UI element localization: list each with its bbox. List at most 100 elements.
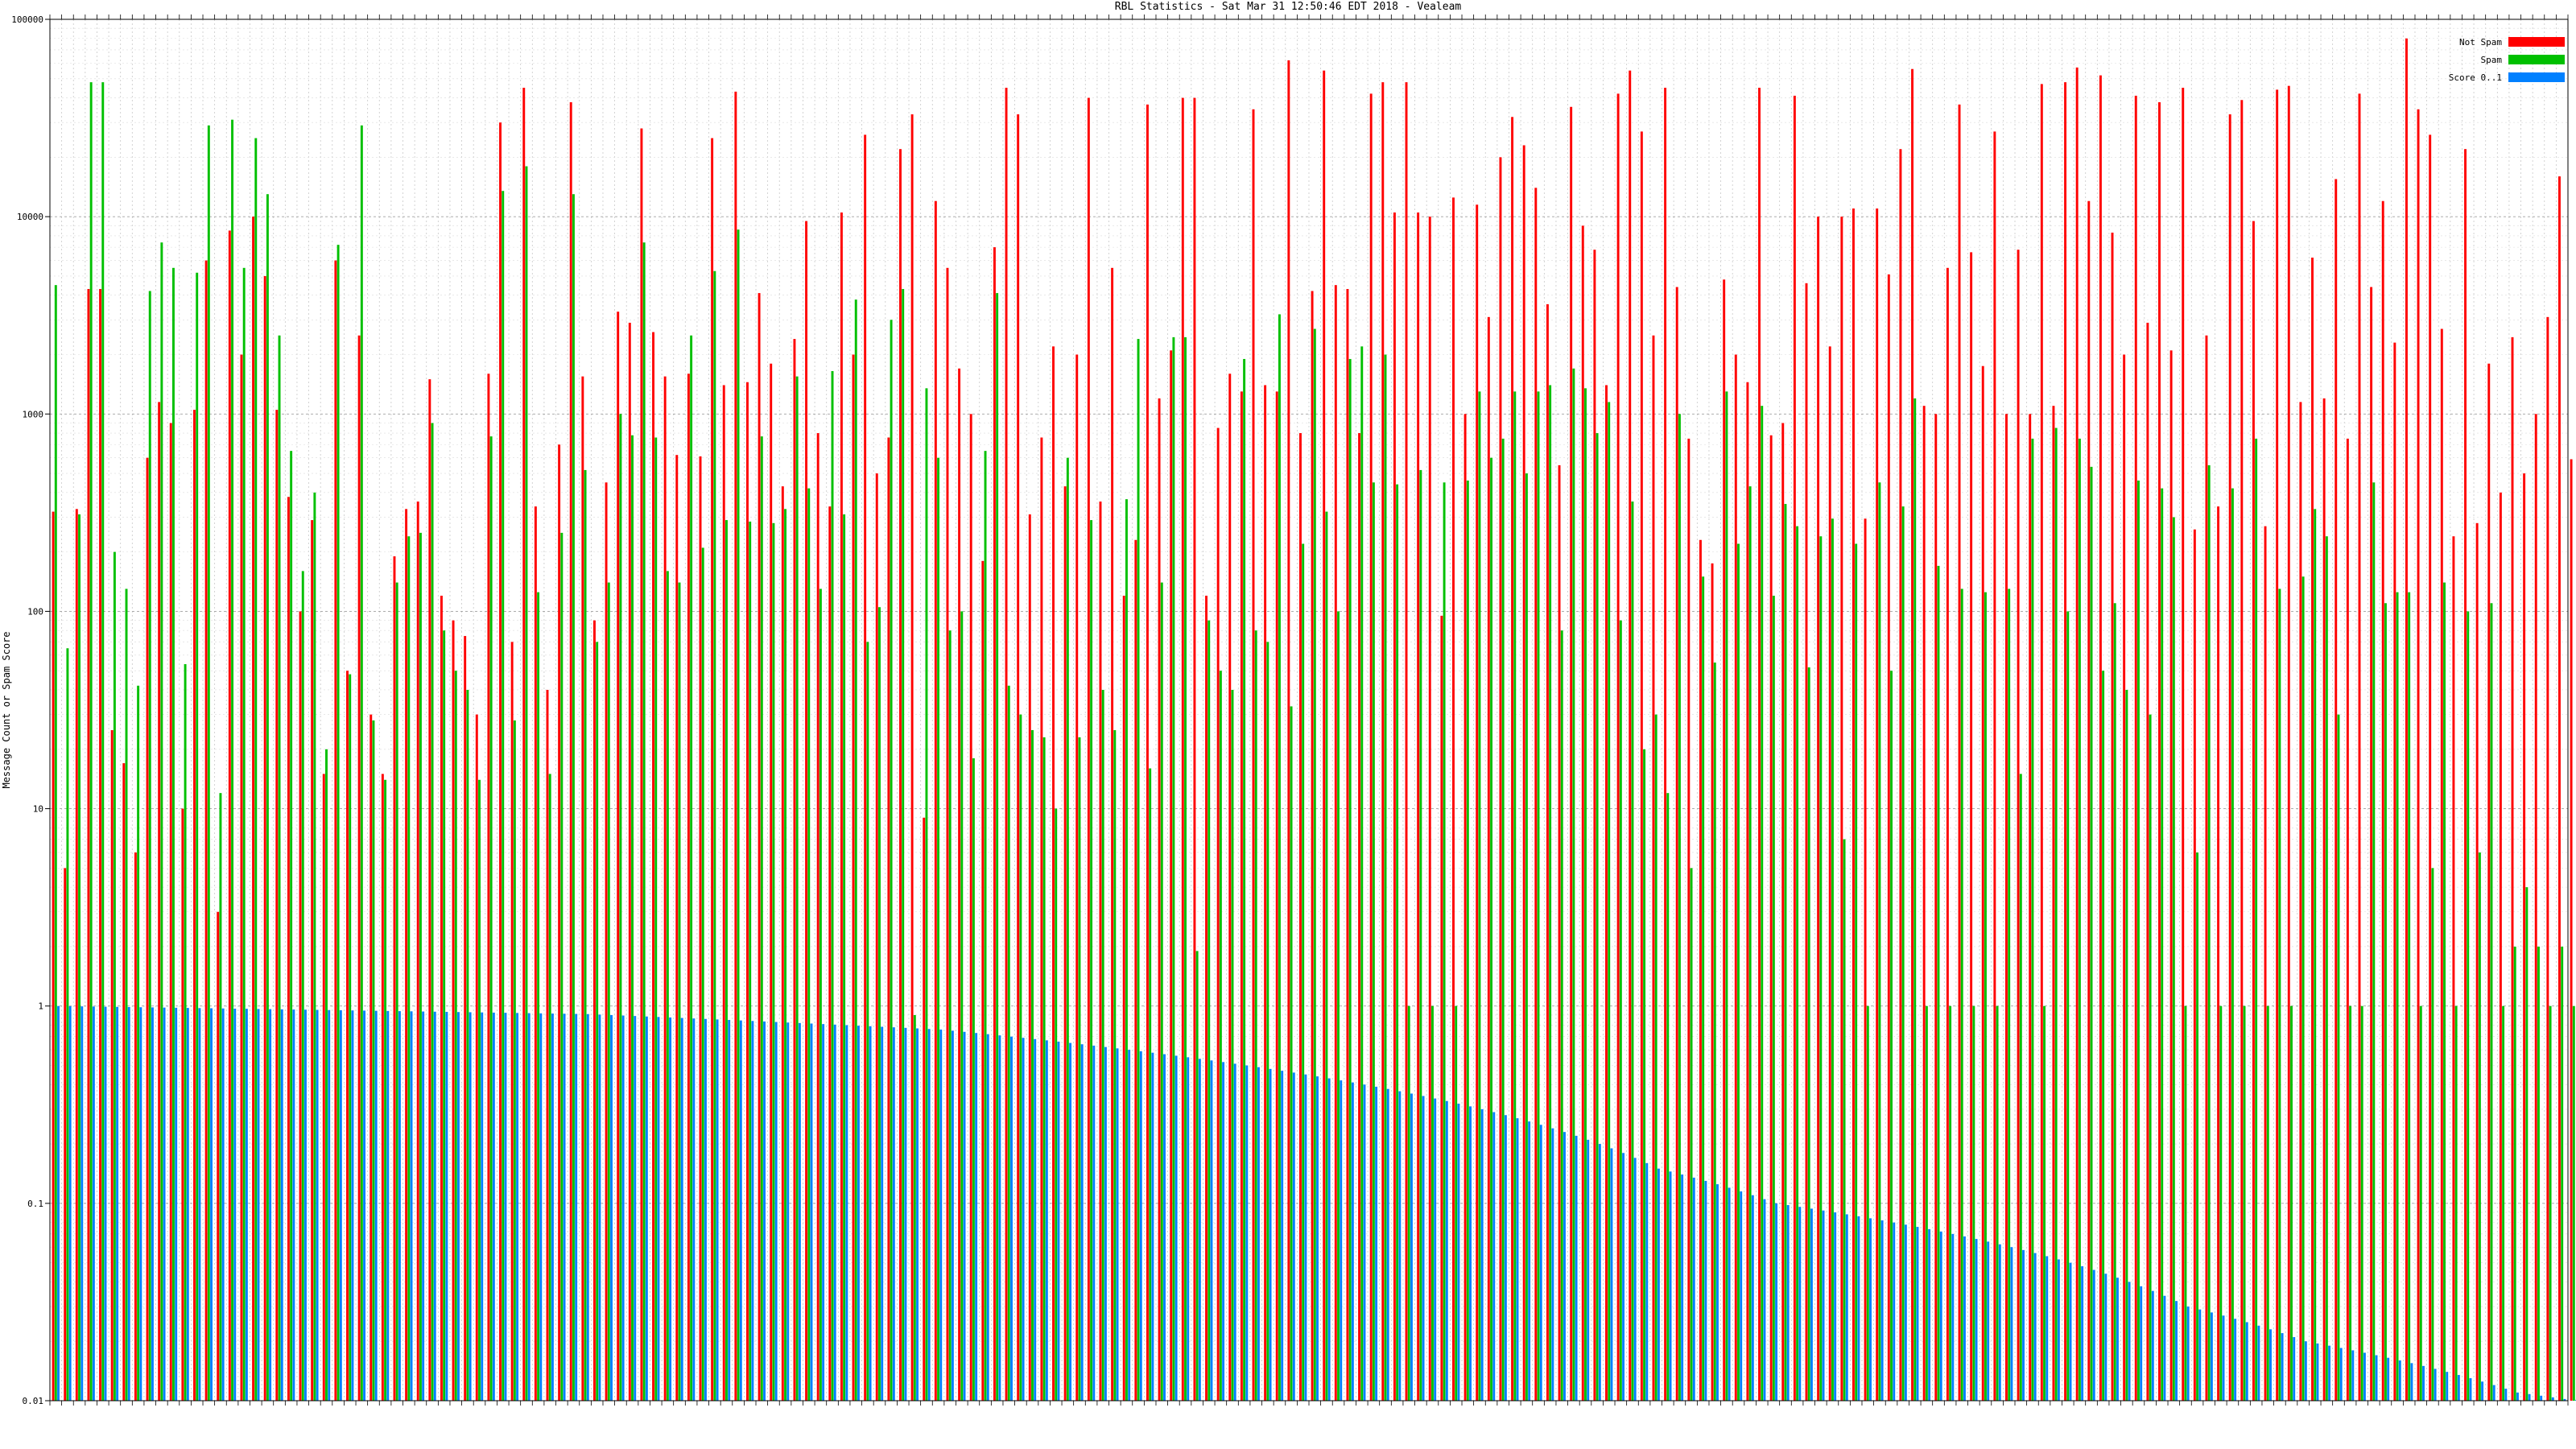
bar-spam — [1843, 839, 1846, 1401]
bar-score — [2328, 1345, 2331, 1401]
bar-spam — [807, 488, 811, 1401]
bar-not-spam — [2311, 258, 2314, 1401]
bar-not-spam — [722, 385, 725, 1402]
bar-not-spam — [1428, 217, 1431, 1401]
bar-score — [1080, 1044, 1084, 1401]
bar-spam — [2549, 1005, 2552, 1401]
bar-spam — [854, 299, 857, 1401]
bar-score — [1763, 1199, 1766, 1401]
bar-score — [551, 1013, 554, 1401]
bar-spam — [89, 82, 93, 1401]
bar-spam — [1184, 336, 1187, 1401]
bar-not-spam — [1323, 70, 1326, 1401]
bar-spam — [2219, 1005, 2223, 1401]
bar-score — [1257, 1067, 1260, 1401]
bar-spam — [278, 335, 281, 1402]
bar-not-spam — [828, 506, 832, 1401]
bar-not-spam — [1817, 217, 1820, 1401]
bar-score — [1045, 1040, 1048, 1401]
bar-not-spam — [1181, 97, 1184, 1401]
bar-spam — [1278, 314, 1281, 1402]
bar-not-spam — [864, 134, 867, 1401]
bar-spam — [513, 720, 516, 1401]
bar-not-spam — [252, 217, 255, 1401]
bar-score — [2281, 1333, 2284, 1401]
bar-score — [445, 1011, 448, 1401]
bar-spam — [2572, 1005, 2575, 1401]
bar-spam — [1878, 482, 1881, 1401]
bar-spam — [148, 291, 151, 1401]
bar-not-spam — [2417, 109, 2420, 1401]
bar-spam — [1784, 504, 1787, 1401]
bar-score — [257, 1009, 260, 1401]
bar-score — [739, 1020, 742, 1401]
bar-spam — [584, 469, 587, 1402]
y-tick-label: 1 — [38, 1001, 43, 1012]
legend-label-not-spam: Not Spam — [2459, 37, 2502, 47]
bar-score — [2351, 1350, 2355, 1401]
bar-not-spam — [1781, 423, 1785, 1401]
bar-spam — [1360, 346, 1364, 1402]
bar-not-spam — [2182, 88, 2185, 1401]
bar-not-spam — [2370, 287, 2373, 1401]
bar-not-spam — [393, 556, 396, 1401]
bar-spam — [489, 436, 493, 1401]
bar-spam — [137, 685, 140, 1401]
bar-score — [2293, 1337, 2296, 1401]
bar-not-spam — [1499, 157, 1502, 1402]
bar-not-spam — [770, 363, 773, 1402]
bar-score — [1245, 1065, 1249, 1401]
bar-spam — [2113, 603, 2116, 1401]
bar-score — [939, 1029, 943, 1401]
bar-not-spam — [2075, 67, 2079, 1402]
bar-not-spam — [1452, 197, 1455, 1401]
bar-not-spam — [1734, 354, 1737, 1401]
bar-score — [1587, 1139, 1590, 1401]
bar-score — [2551, 1397, 2554, 1401]
bar-not-spam — [440, 596, 443, 1401]
bar-score — [1516, 1118, 1519, 1401]
bar-not-spam — [1193, 97, 1196, 1401]
bar-score — [1939, 1231, 1942, 1401]
bar-spam — [749, 521, 752, 1402]
bar-score — [1798, 1207, 1802, 1401]
bar-spam — [1007, 685, 1010, 1401]
bar-not-spam — [663, 376, 667, 1401]
bar-score — [575, 1013, 578, 1401]
bar-score — [116, 1006, 119, 1401]
bar-not-spam — [1170, 350, 1173, 1401]
bar-not-spam — [1758, 88, 1761, 1401]
bar-not-spam — [1028, 514, 1031, 1401]
bar-spam — [2419, 1005, 2422, 1401]
bar-not-spam — [581, 376, 584, 1401]
bar-spam — [101, 82, 105, 1401]
bar-score — [798, 1022, 801, 1401]
bar-not-spam — [2276, 89, 2279, 1401]
bar-score — [1422, 1096, 1425, 1401]
bar-spam — [184, 664, 187, 1401]
bar-not-spam — [1134, 539, 1137, 1401]
bar-score — [304, 1009, 307, 1401]
bar-not-spam — [1393, 212, 1396, 1402]
bar-spam — [78, 514, 80, 1401]
bar-score — [221, 1008, 225, 1401]
bar-score — [1187, 1057, 1190, 1401]
bar-score — [80, 1006, 84, 1401]
bar-not-spam — [1769, 435, 1773, 1401]
bar-not-spam — [452, 620, 455, 1401]
bar-spam — [266, 194, 269, 1402]
bar-spam — [1996, 1005, 1999, 1401]
bar-not-spam — [628, 322, 631, 1402]
bar-score — [469, 1012, 472, 1401]
bar-spam — [1549, 385, 1552, 1402]
bar-score — [645, 1016, 648, 1401]
bar-score — [2069, 1262, 2072, 1401]
bar-spam — [1149, 768, 1152, 1401]
bar-spam — [1348, 358, 1352, 1402]
bar-spam — [1713, 663, 1716, 1401]
bar-not-spam — [2358, 93, 2361, 1402]
bar-not-spam — [2475, 522, 2479, 1401]
bar-score — [351, 1010, 354, 1401]
bar-not-spam — [240, 354, 243, 1401]
bar-not-spam — [99, 289, 102, 1401]
